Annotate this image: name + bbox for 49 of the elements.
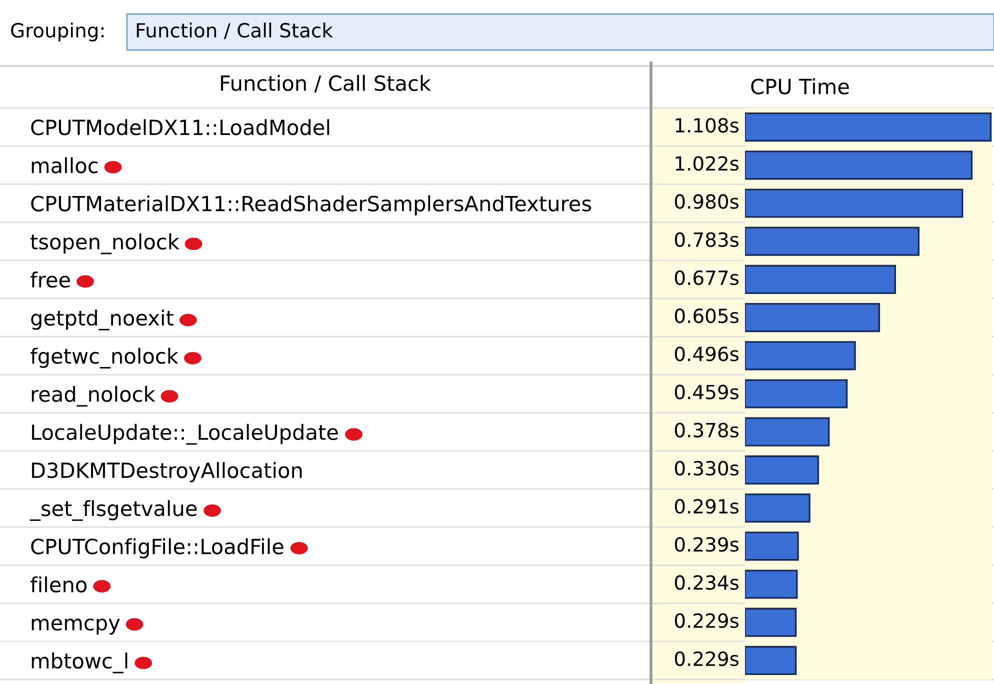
text: Function / Call Stack bbox=[136, 22, 333, 40]
bar bbox=[745, 608, 797, 637]
data-label: 0.605s bbox=[674, 308, 738, 324]
data-label: 0.783s bbox=[674, 232, 738, 247]
y-tick-label: getptd_noexit bbox=[31, 310, 174, 330]
bar bbox=[745, 532, 799, 561]
bar bbox=[745, 303, 880, 332]
data-label: 1.108s bbox=[676, 118, 738, 133]
y-tick-label: read_nolock bbox=[32, 386, 156, 407]
data-label: 0.291s bbox=[674, 498, 738, 514]
bar bbox=[745, 417, 830, 446]
bar bbox=[745, 226, 920, 256]
bar bbox=[745, 341, 856, 370]
data-label: 0.378s bbox=[674, 422, 738, 438]
y-tick-label: CPUTModelDX11::LoadModel bbox=[31, 119, 330, 136]
y-tick-label: free bbox=[30, 272, 70, 288]
y-tick-label: CPUTConfigFile::LoadFile bbox=[31, 538, 284, 558]
y-tick-label: memcpy bbox=[32, 618, 120, 635]
bar bbox=[745, 455, 820, 484]
y-tick-label: LocaleUpdate::_LocaleUpdate bbox=[32, 424, 338, 445]
y-tick-label: malloc bbox=[32, 157, 98, 174]
data-label: 0.459s bbox=[674, 384, 738, 400]
data-label: 0.677s bbox=[674, 270, 738, 286]
data-label: 0.496s bbox=[674, 346, 738, 362]
bar bbox=[745, 570, 798, 599]
y-tick-label: fgetwc_nolock bbox=[30, 348, 178, 368]
text: Grouping: bbox=[11, 22, 104, 42]
data-label: 0.234s bbox=[674, 575, 738, 590]
x-axis-title: CPU Time bbox=[751, 78, 849, 94]
y-tick-label: tsopen_nolock bbox=[30, 233, 180, 254]
bar bbox=[745, 264, 896, 294]
bar bbox=[745, 494, 810, 523]
y-axis-title: Function / Call Stack bbox=[221, 74, 431, 93]
bar bbox=[745, 188, 964, 218]
y-tick-label: D3DKMTDestroyAllocation bbox=[32, 462, 302, 482]
y-tick-label: fileno bbox=[30, 576, 87, 592]
y-tick-label: CPUTMaterialDX11::ReadShaderSamplersAndTextures bbox=[31, 195, 592, 216]
data-label: 0.330s bbox=[674, 460, 738, 476]
data-label: 0.980s bbox=[674, 194, 738, 209]
bar bbox=[745, 112, 992, 142]
bar bbox=[745, 646, 797, 675]
y-tick-label: _set_flsgetvalue bbox=[30, 500, 197, 521]
data-label: 1.022s bbox=[676, 156, 738, 171]
y-tick-label: mbtowc_l bbox=[32, 652, 128, 674]
bar bbox=[745, 379, 848, 408]
data-label: 0.229s bbox=[674, 613, 738, 628]
bar bbox=[745, 150, 973, 180]
data-label: 0.229s bbox=[674, 651, 738, 666]
data-label: 0.239s bbox=[674, 537, 738, 552]
